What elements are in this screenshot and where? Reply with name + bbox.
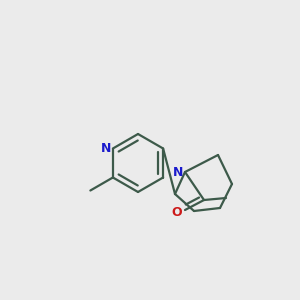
Text: O: O xyxy=(172,206,182,220)
Text: N: N xyxy=(101,142,111,155)
Text: N: N xyxy=(173,166,183,178)
